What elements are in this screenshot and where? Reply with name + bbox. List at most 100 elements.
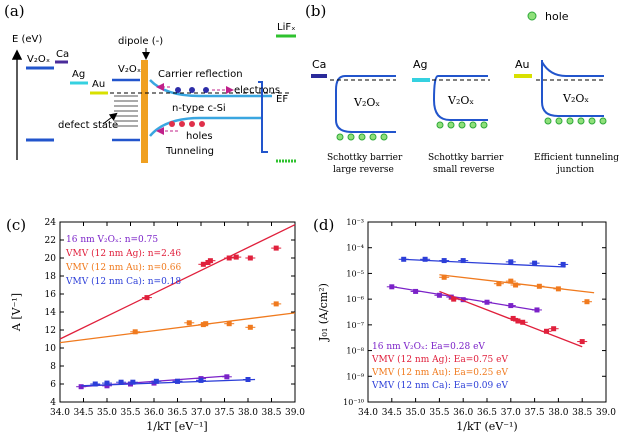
data-point <box>496 281 502 287</box>
y-tick-label: 10⁻⁹ <box>346 372 364 381</box>
data-point <box>451 296 457 302</box>
x-tick-label: 37.0 <box>501 408 521 418</box>
data-point <box>513 282 519 288</box>
data-point <box>153 378 159 384</box>
data-point <box>132 329 138 335</box>
data-point <box>247 324 253 330</box>
electron <box>203 87 209 93</box>
chart-c-xlabel: 1/kT [eV⁻¹] <box>146 420 207 433</box>
x-tick-label: 38.0 <box>548 408 568 418</box>
panel-d-label: (d) <box>313 216 334 234</box>
y-tick-label: 16 <box>45 290 57 300</box>
chart-d-legend: 16 nm V₂Oₓ: Ea=0.28 eV VMV (12 nm Ag): Ea… <box>371 342 508 391</box>
y-tick-label: 10⁻⁸ <box>346 347 364 356</box>
data-point <box>560 261 566 267</box>
col-ag-oxide: V₂Oₓ <box>447 94 474 107</box>
chart-c-ticks: 34.0 34.5 35.0 35.5 36.0 36.5 37.0 37.5 38.0 38.5… <box>45 218 306 418</box>
col-ca-holes <box>336 133 388 141</box>
ntype-label: n-type c-Si <box>172 103 226 114</box>
y-tick-label: 10⁻⁴ <box>346 244 364 253</box>
ef-label: EF <box>276 94 288 105</box>
ca-label: Ca <box>56 49 69 60</box>
y-tick-label: 12 <box>45 326 56 336</box>
y-tick-label: 18 <box>45 272 57 282</box>
x-tick-label: 38.5 <box>572 408 592 418</box>
data-point <box>175 378 180 384</box>
data-point <box>226 255 232 261</box>
y-tick-label: 10 <box>45 344 57 354</box>
x-tick-label: 36.5 <box>477 408 497 418</box>
x-tick-label: 39.0 <box>285 408 305 418</box>
data-point <box>484 299 490 305</box>
x-tick-label: 34.5 <box>73 408 93 418</box>
rear-contact <box>258 81 268 153</box>
legend-entry: VMV (12 nm Ca): Ea=0.09 eV <box>371 380 508 391</box>
legend-entry: VMV (12 nm Au): Ea=0.25 eV <box>371 367 508 378</box>
data-point <box>534 307 540 313</box>
defect-state-lines <box>114 95 138 127</box>
col-au-caption1: Efficient tunneling <box>534 153 619 163</box>
x-tick-label: 38.0 <box>238 408 258 418</box>
hole-dot <box>179 121 185 127</box>
data-point <box>536 283 542 289</box>
data-point <box>555 286 561 292</box>
y-tick-label: 10⁻⁷ <box>346 321 364 330</box>
col-ag-caption2: small reverse <box>433 165 494 175</box>
data-point <box>92 381 98 387</box>
data-point <box>104 380 110 386</box>
panel-a-label: (a) <box>4 2 25 20</box>
hole-dot <box>199 121 205 127</box>
data-point <box>273 245 279 251</box>
y-tick-label: 8 <box>50 362 56 372</box>
col-au-valence <box>541 60 604 117</box>
x-tick-label: 34.0 <box>358 408 378 418</box>
chart-c-legend: 16 nm V₂Oₓ: n=0.75 VMV (12 nm Ag): n=2.46… <box>65 235 181 287</box>
chart-d-marks <box>386 256 595 348</box>
y-tick-label: 10⁻³ <box>346 218 364 227</box>
data-point <box>200 261 206 267</box>
holes-label: holes <box>186 131 213 142</box>
panel-a: (a) E (eV) V₂Oₓ Ca Ag Au V₂Oₓ defect sta… <box>4 2 296 163</box>
defect-arrow <box>102 112 118 125</box>
data-point <box>579 339 585 345</box>
data-point <box>233 254 239 260</box>
y-tick-label: 20 <box>45 254 57 264</box>
data-point <box>226 321 232 327</box>
tunneling-label: Tunneling <box>165 146 214 157</box>
data-point <box>186 320 192 326</box>
data-point <box>104 383 110 389</box>
fit-line <box>81 378 256 387</box>
dipole-layer <box>141 60 148 163</box>
hole-dot <box>169 121 175 127</box>
data-point <box>273 301 279 307</box>
x-tick-label: 35.5 <box>429 408 449 418</box>
x-tick-label: 38.5 <box>261 408 281 418</box>
x-tick-label: 34.0 <box>50 408 70 418</box>
y-tick-label: 22 <box>45 236 56 246</box>
legend-entry: 16 nm V₂Oₓ: n=0.75 <box>66 235 158 245</box>
data-point <box>78 384 84 390</box>
x-tick-label: 37.5 <box>214 408 234 418</box>
y-tick-label: 10⁻⁶ <box>346 295 364 304</box>
y-tick-label: 24 <box>45 218 57 228</box>
fit-line <box>59 312 296 344</box>
data-point <box>401 256 407 262</box>
x-tick-label: 37.5 <box>525 408 545 418</box>
x-tick-label: 34.5 <box>382 408 402 418</box>
y-tick-label: 10⁻¹⁰ <box>343 398 364 407</box>
data-point <box>130 379 136 385</box>
col-au-conduction <box>541 61 604 77</box>
y-tick-label: 4 <box>50 398 56 408</box>
data-point <box>441 274 447 280</box>
y-tick-label: 14 <box>45 308 57 318</box>
ag-label: Ag <box>72 69 85 80</box>
panel-c: (c) 34.0 34.5 35.0 35.5 36.0 36.5 37.0 37.5 38.0… <box>6 216 305 433</box>
data-point <box>515 318 521 324</box>
data-point <box>198 377 204 383</box>
col-au-oxide: V₂Oₓ <box>562 92 589 105</box>
panel-d: (d) 34.0 34.5 35.0 35.5 36.0 36.5 37.0 37.5 38.0… <box>313 216 616 433</box>
col-au-caption2: junction <box>556 165 594 175</box>
col-ca-caption1: Schottky barrier <box>327 153 403 163</box>
data-point <box>389 284 395 290</box>
